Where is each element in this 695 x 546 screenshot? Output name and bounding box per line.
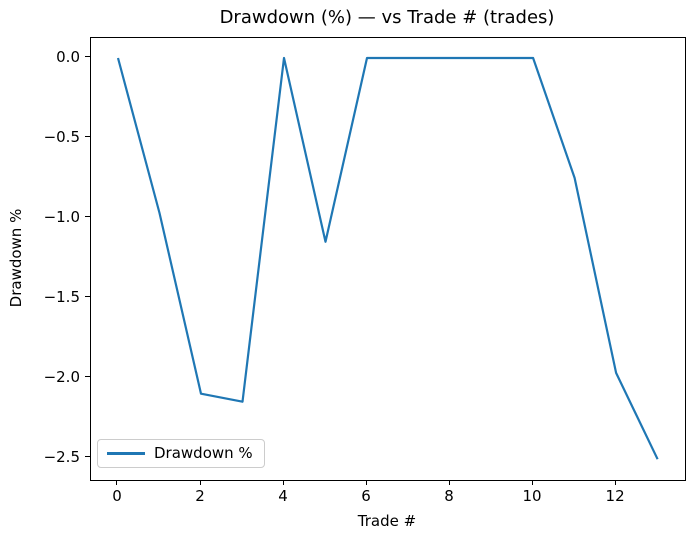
chart-title: Drawdown (%) — vs Trade # (trades) [219,7,555,28]
x-tick-mark [531,480,533,485]
x-tick-label: 12 [605,487,625,505]
y-tick-mark [85,56,90,58]
y-tick-mark [85,456,90,458]
x-tick-mark [282,480,284,485]
x-tick-mark [199,480,201,485]
x-tick-label: 8 [444,487,454,505]
x-tick-label: 10 [522,487,542,505]
legend[interactable]: Drawdown % [97,439,265,468]
x-tick-mark [614,480,616,485]
y-tick-label: −2.0 [43,367,80,386]
y-tick-label: −1.0 [43,207,80,226]
y-tick-label: 0.0 [56,47,80,66]
legend-label: Drawdown % [154,444,253,462]
x-tick-label: 2 [195,487,205,505]
drawdown-line-chart [116,56,659,460]
series-line [116,56,659,460]
x-tick-mark [365,480,367,485]
x-tick-label: 0 [112,487,122,505]
y-tick-mark [85,296,90,298]
y-tick-mark [85,376,90,378]
x-tick-label: 4 [278,487,288,505]
y-tick-label: −2.5 [43,447,80,466]
y-axis-label: Drawdown % [7,208,25,308]
legend-line-icon [107,452,145,455]
x-tick-label: 6 [361,487,371,505]
plot-area: Drawdown % [90,37,686,481]
x-axis-label: Trade # [357,512,417,530]
y-tick-label: −1.5 [43,287,80,306]
y-tick-mark [85,136,90,138]
x-tick-mark [448,480,450,485]
x-tick-mark [116,480,118,485]
y-tick-label: −0.5 [43,127,80,146]
y-tick-mark [85,216,90,218]
